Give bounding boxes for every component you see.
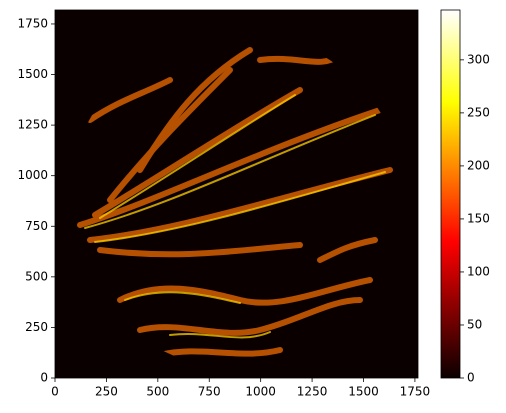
colorbar-tick-label: 200 xyxy=(467,158,490,172)
colorbar xyxy=(440,9,461,379)
x-tick-label: 1750 xyxy=(400,385,431,399)
image-texture xyxy=(77,47,393,358)
colorbar-tick-label: 300 xyxy=(467,52,490,66)
x-tick-label: 1000 xyxy=(245,385,276,399)
y-tick-label: 1500 xyxy=(17,67,48,81)
colorbar-tick-label: 0 xyxy=(467,371,475,385)
plot-frame xyxy=(54,9,419,379)
y-tick-label: 250 xyxy=(25,320,48,334)
x-tick-label: 500 xyxy=(146,385,169,399)
y-tick-label: 0 xyxy=(40,371,48,385)
x-tick-label: 1250 xyxy=(297,385,328,399)
colorbar-tick-label: 150 xyxy=(467,211,490,225)
y-tick-label: 1000 xyxy=(17,168,48,182)
x-tick-label: 0 xyxy=(51,385,59,399)
colorbar-tick-label: 100 xyxy=(467,264,490,278)
y-tick-label: 750 xyxy=(25,219,48,233)
y-tick-label: 1250 xyxy=(17,118,48,132)
colorbar-tick-label: 50 xyxy=(467,317,482,331)
x-tick-label: 750 xyxy=(198,385,221,399)
x-tick-label: 1500 xyxy=(348,385,379,399)
colorbar-tick-label: 250 xyxy=(467,105,490,119)
x-tick-label: 250 xyxy=(95,385,118,399)
y-tick-label: 500 xyxy=(25,269,48,283)
y-tick-label: 1750 xyxy=(17,16,48,30)
image-background xyxy=(55,10,418,378)
